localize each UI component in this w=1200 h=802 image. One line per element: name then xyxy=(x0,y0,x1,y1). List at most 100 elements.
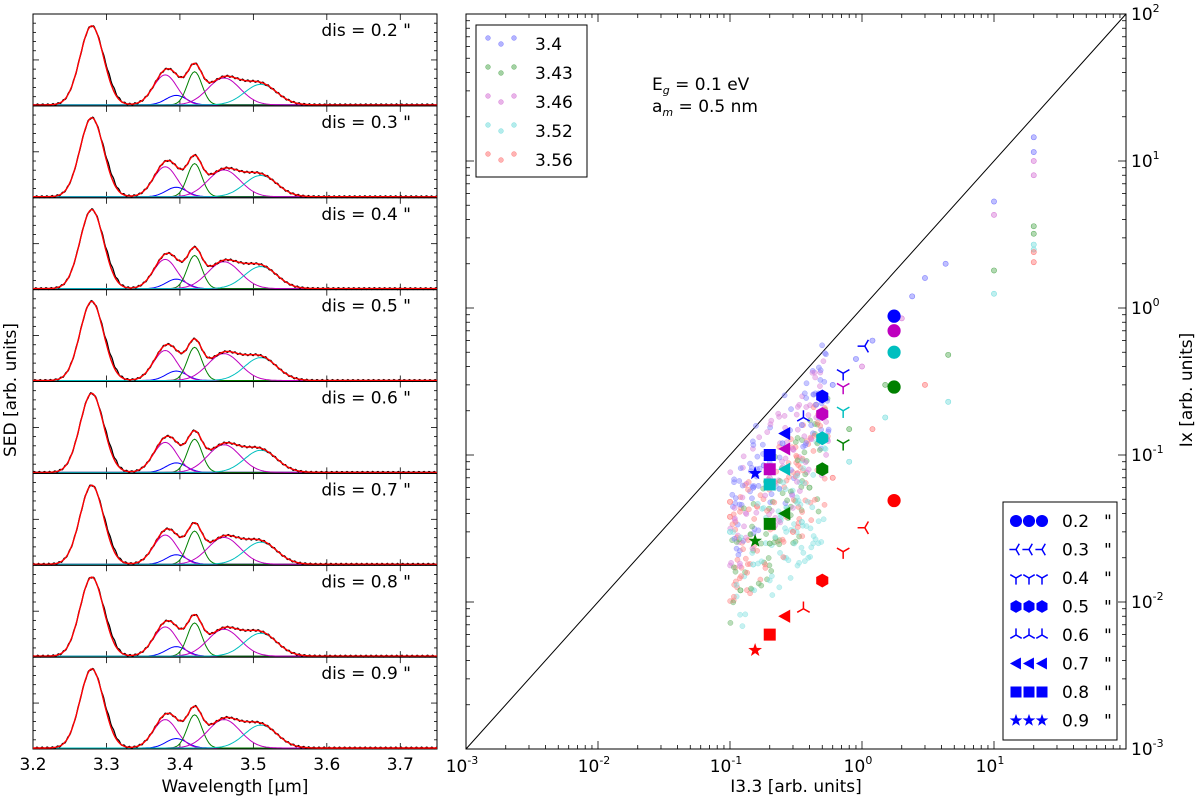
legend-dis-label: 0.3 xyxy=(1062,541,1089,561)
scatter-point xyxy=(922,381,928,388)
legend-band-swatch xyxy=(498,157,504,163)
sed-subplot-label: dis = 0.8 " xyxy=(321,572,411,592)
legend-band-label: 3.4 xyxy=(535,35,562,55)
scatter-point xyxy=(922,275,928,281)
legend-band-label: 3.56 xyxy=(535,151,573,171)
big-marker-tri_down-stroke xyxy=(842,368,850,374)
legend-dis-marker xyxy=(1009,628,1023,639)
big-marker-circle xyxy=(887,324,901,338)
scatter-point xyxy=(731,505,738,511)
scatter-point xyxy=(758,582,765,589)
sed-component-3.38 xyxy=(33,719,437,749)
scatter-point xyxy=(741,523,747,530)
scatter-point xyxy=(766,540,773,547)
scatter-point xyxy=(790,505,796,511)
sed-subplot: dis = 0.8 " xyxy=(32,564,438,658)
big-marker-circle xyxy=(887,380,901,394)
scatter-point xyxy=(815,364,822,371)
scatter-point xyxy=(731,517,738,523)
sed-subplot-label: dis = 0.2 " xyxy=(321,21,411,41)
legend-band-swatch xyxy=(511,93,517,99)
scatter-point xyxy=(739,623,746,629)
scatter-point xyxy=(806,484,813,491)
scatter-point xyxy=(820,516,827,523)
scatter-point xyxy=(785,557,792,564)
legend-dis-unit: " xyxy=(1104,712,1112,732)
big-marker-square xyxy=(763,628,776,641)
scatter-point xyxy=(762,492,768,499)
scatter-point xyxy=(809,369,816,376)
scatter-point xyxy=(733,539,740,545)
scatter-point xyxy=(805,466,812,473)
annotation-eg-sub: g xyxy=(663,84,670,97)
scatter-point xyxy=(811,421,818,427)
big-marker-star xyxy=(748,643,762,656)
sed-subplot-label: dis = 0.5 " xyxy=(321,297,411,317)
sed-model-line xyxy=(33,576,437,657)
scatter-point xyxy=(809,504,816,511)
scatter-ytick-label: 10-2 xyxy=(1131,590,1164,613)
scatter-point xyxy=(794,435,801,441)
scatter-point xyxy=(821,378,828,385)
scatter-point xyxy=(820,358,827,365)
big-marker-hexagon xyxy=(816,407,829,421)
scatter-point xyxy=(846,426,853,433)
right-scatter-panel: 10-3 10-2 10-1 100 101 10-3 10-2 10-1 100 101 102 3… xyxy=(446,2,1164,777)
legend-dis-marker xyxy=(1022,543,1033,556)
annotation-eg-symbol: E xyxy=(652,75,663,95)
scatter-point xyxy=(737,563,743,569)
scatter-point xyxy=(801,480,808,487)
legend-dis-label: 0.5 xyxy=(1062,598,1089,618)
scatter-point xyxy=(758,540,765,547)
sed-component-3.46 xyxy=(33,719,437,749)
scatter-point xyxy=(745,506,752,513)
scatter-point xyxy=(801,433,808,440)
legend-dis-unit: " xyxy=(1104,626,1112,646)
scatter-point xyxy=(808,517,815,523)
legend-band-swatch xyxy=(498,41,504,47)
sed-component-3.40 xyxy=(33,186,437,198)
scatter-point xyxy=(736,575,743,582)
scatter-xtick-label: 10-1 xyxy=(710,754,743,777)
scatter-point xyxy=(742,555,749,562)
sed-component-3.40 xyxy=(33,737,437,749)
scatter-point xyxy=(750,501,757,507)
legend-band-label: 3.43 xyxy=(535,64,573,84)
scatter-point xyxy=(729,491,736,498)
scatter-annotation: Eg = 0.1 eV am = 0.5 nm xyxy=(652,75,758,119)
scatter-point xyxy=(801,558,808,564)
sed-component-3.38 xyxy=(33,441,437,473)
legend-dis-marker xyxy=(1035,574,1049,585)
scatter-xtick-label: 101 xyxy=(976,754,1005,777)
legend-dis-marker-stroke xyxy=(1009,634,1017,639)
scatter-point xyxy=(787,488,794,495)
scatter-point xyxy=(1030,223,1037,230)
scatter-point xyxy=(737,508,743,515)
scatter-point xyxy=(732,568,739,575)
scatter-point xyxy=(814,419,821,426)
legend-dis-unit: " xyxy=(1104,541,1112,561)
scatter-point xyxy=(805,554,812,561)
scatter-point xyxy=(882,414,889,421)
sed-subplot: dis = 0.9 " xyxy=(32,656,438,750)
big-marker-circle xyxy=(887,493,901,508)
sed-subplot: dis = 0.3 " xyxy=(32,105,438,199)
scatter-point xyxy=(797,488,803,494)
legend-dis-marker-stroke xyxy=(1022,574,1030,579)
scatter-point xyxy=(798,422,805,428)
sed-model-line xyxy=(33,484,437,565)
legend-dis-marker xyxy=(1022,574,1036,585)
scatter-point xyxy=(766,505,772,512)
scatter-point xyxy=(800,465,807,472)
scatter-point xyxy=(1030,172,1037,179)
scatter-point xyxy=(780,479,787,486)
legend-dis-marker-stroke xyxy=(1009,574,1017,579)
scatter-point xyxy=(788,406,794,412)
legend-band-swatch xyxy=(511,122,517,128)
scatter-point xyxy=(1030,241,1037,248)
scatter-point xyxy=(869,426,876,433)
scatter-point xyxy=(737,587,744,594)
scatter-point xyxy=(792,498,799,504)
scatter-point xyxy=(779,490,786,497)
sed-xtick-label: 3.4 xyxy=(166,755,193,775)
